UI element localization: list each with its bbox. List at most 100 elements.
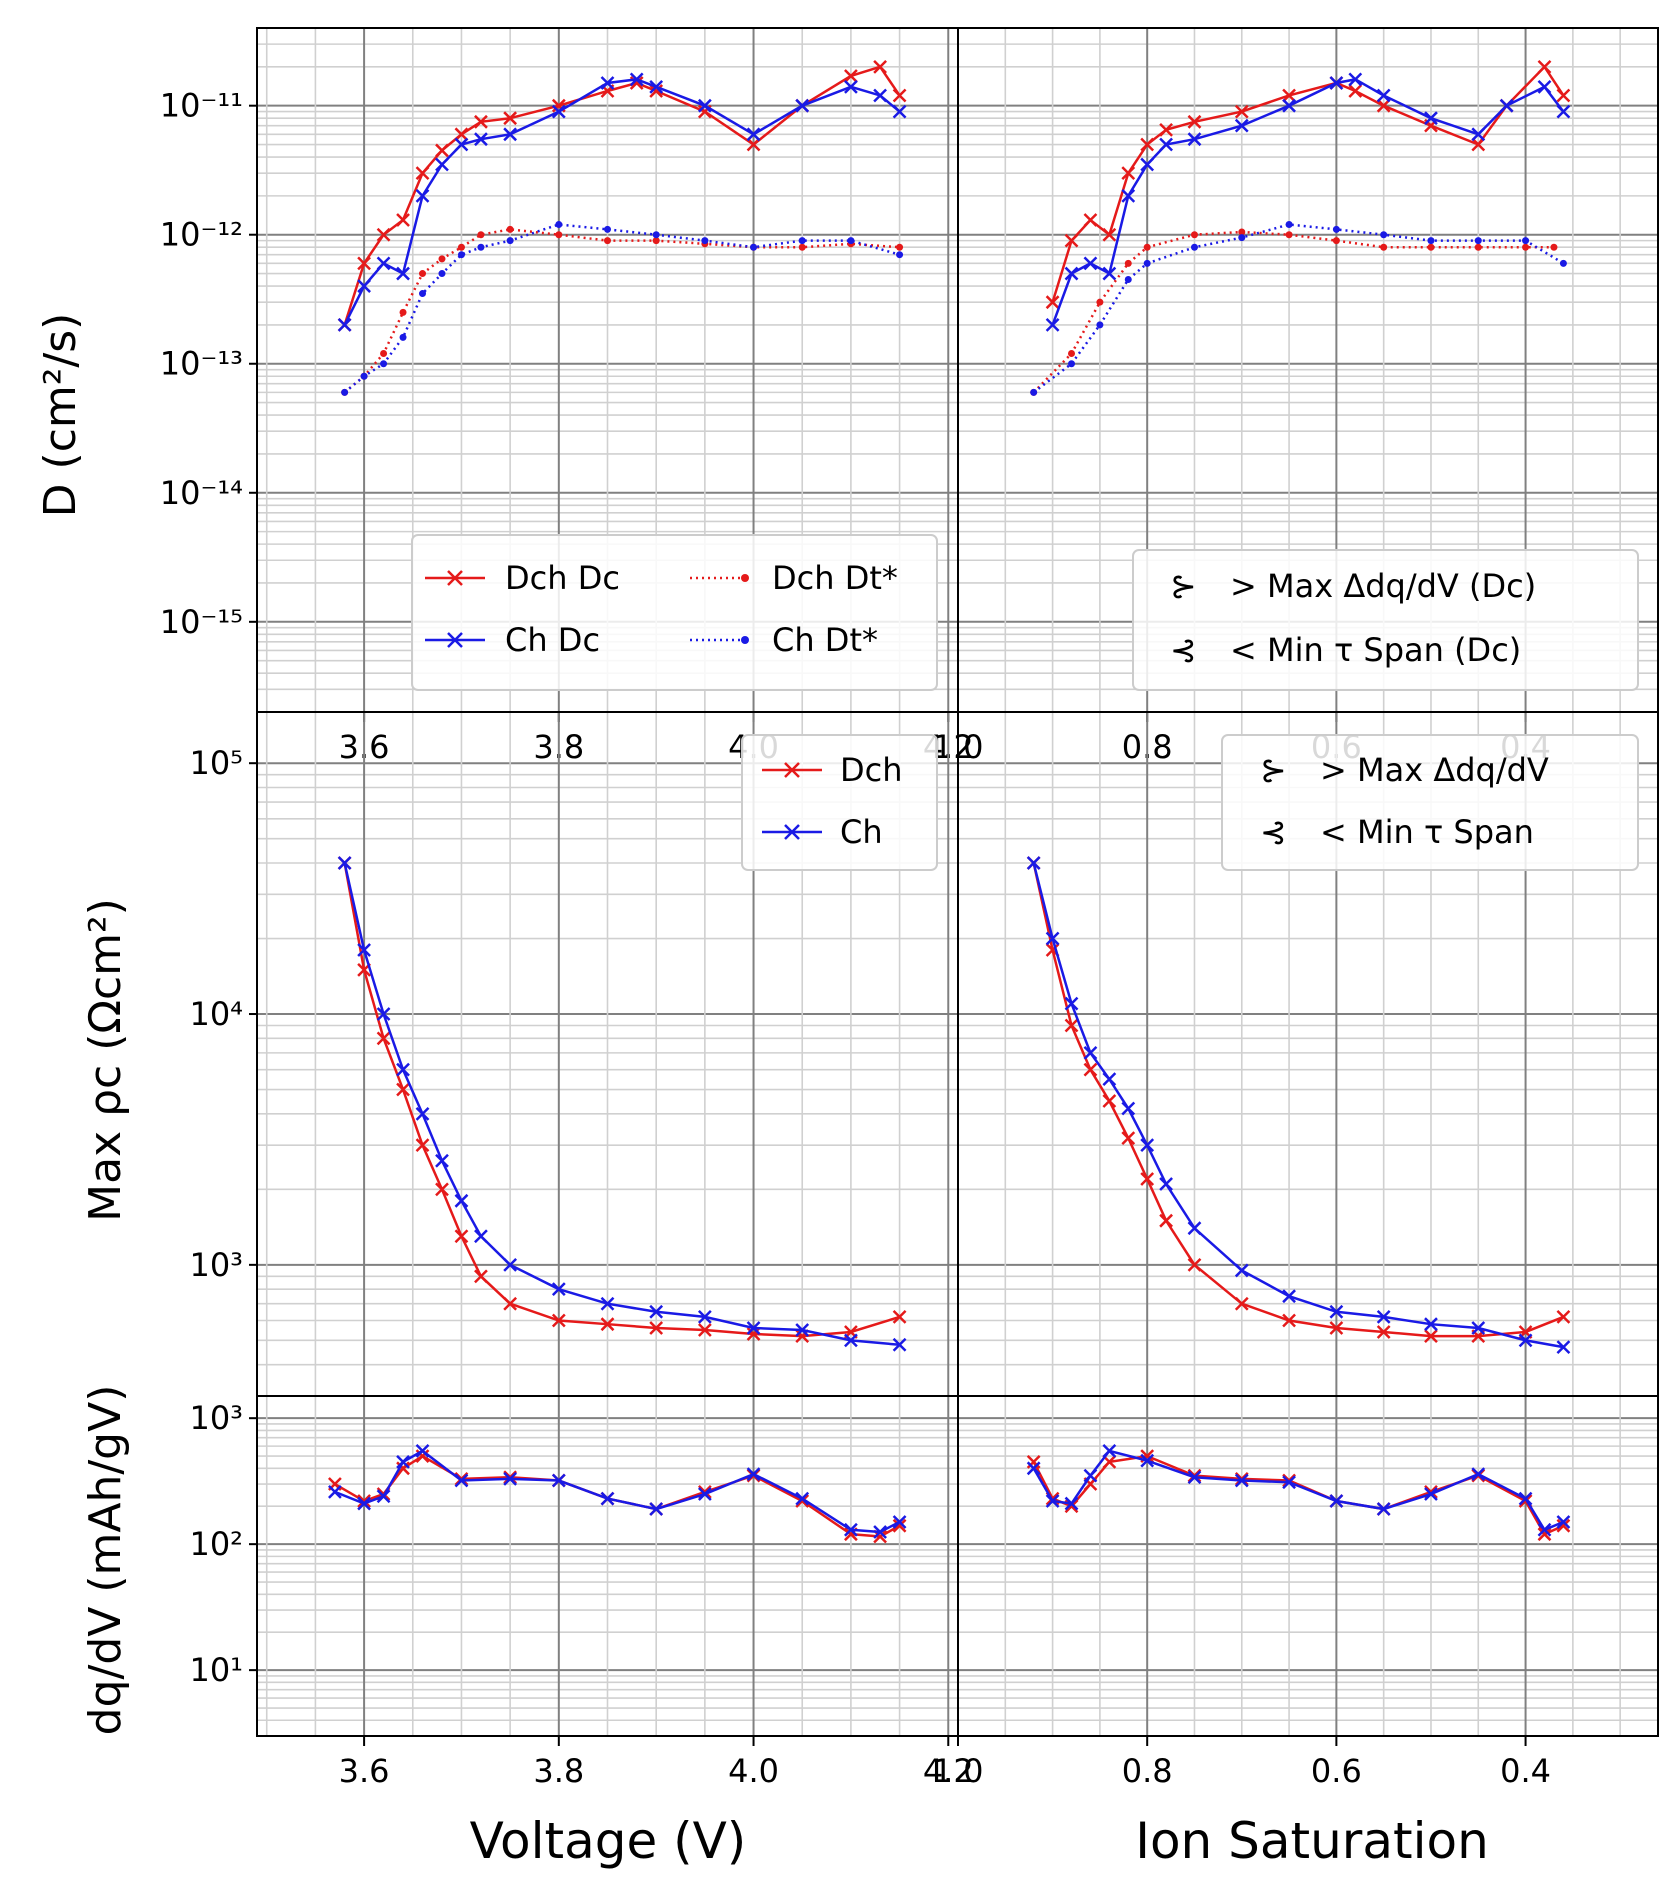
panel-bottom-left: 10³ 10² 10¹ 3.6 3.8 4.0 4.2 <box>189 1395 974 1790</box>
data-point <box>551 1473 566 1488</box>
data-point <box>892 1337 907 1352</box>
x-tick-label: 0.8 <box>1122 1752 1173 1790</box>
data-point <box>555 220 563 228</box>
data-point <box>454 1229 469 1244</box>
data-point <box>1285 220 1293 228</box>
data-point <box>746 1327 761 1341</box>
data-point <box>454 1473 469 1488</box>
data-point <box>1159 122 1173 137</box>
data-point <box>1537 59 1552 74</box>
data-point <box>503 1296 518 1311</box>
data-point <box>396 1454 410 1469</box>
data-point <box>892 1518 907 1533</box>
data-point <box>396 1062 410 1077</box>
data-point <box>1159 137 1173 152</box>
series-line <box>1032 230 1554 394</box>
data-point <box>1329 1304 1344 1319</box>
data-point <box>1424 1487 1438 1501</box>
y-axis-label-d: D (cm²/s) <box>35 313 86 518</box>
data-point <box>1234 104 1249 119</box>
y-tick-label: 10⁵ <box>189 744 243 782</box>
data-point <box>1238 234 1246 242</box>
legend-label: Ch <box>840 813 883 851</box>
x-tick-label: 3.8 <box>533 1752 584 1790</box>
legend-label: > Max Δdq/dV <box>1320 751 1549 789</box>
data-point <box>1026 1461 1041 1476</box>
series-line <box>1032 1454 1564 1536</box>
data-point <box>396 1082 410 1097</box>
data-point <box>435 157 449 172</box>
data-point <box>1376 1502 1391 1516</box>
data-point <box>652 237 660 245</box>
legend-label: Dch Dc <box>505 559 620 597</box>
data-point <box>795 98 810 113</box>
data-point <box>750 243 758 251</box>
data-point <box>1556 1310 1571 1324</box>
legend-label: < Min τ Span (Dc) <box>1230 631 1521 669</box>
series-group <box>337 856 907 1352</box>
data-point <box>701 237 709 245</box>
data-point <box>415 188 430 203</box>
legend-marker: ⊰ <box>1170 631 1197 669</box>
data-point <box>795 1323 810 1337</box>
data-point <box>1424 111 1438 126</box>
data-point <box>1121 188 1136 203</box>
data-point <box>1329 1321 1344 1335</box>
data-point <box>477 243 485 251</box>
data-point <box>376 1031 391 1046</box>
data-point <box>1424 1317 1438 1332</box>
data-point <box>1030 388 1038 396</box>
data-point <box>1332 225 1340 233</box>
data-point <box>1282 1475 1296 1490</box>
panels-layer: 10⁻¹¹ 10⁻¹² 10⁻¹³ 10⁻¹⁴ 10⁻¹⁵ 3.6 3.8 4.0 4.21.0… <box>160 27 1659 1790</box>
y-tick-label: 10³ <box>189 1246 243 1284</box>
data-point <box>600 1491 615 1506</box>
data-point <box>357 256 371 271</box>
data-point <box>1376 98 1391 113</box>
data-point <box>1083 213 1098 227</box>
data-point <box>697 98 712 113</box>
data-point <box>697 1323 712 1337</box>
data-point <box>600 1317 615 1332</box>
data-point <box>551 1313 566 1328</box>
series-group <box>337 59 907 396</box>
legend-label: Ch Dt* <box>772 621 878 659</box>
data-point <box>844 1333 858 1348</box>
data-point <box>1064 233 1079 248</box>
data-point <box>1140 1172 1155 1186</box>
series-group <box>328 1444 907 1544</box>
legend-mid-left: Dch Ch <box>741 734 938 871</box>
y-tick-label: 10³ <box>189 1399 243 1437</box>
y-tick-label: 10⁻¹³ <box>160 345 243 383</box>
data-point <box>415 1138 430 1153</box>
data-point <box>376 256 391 271</box>
data-point <box>438 255 446 263</box>
data-point <box>435 1153 449 1168</box>
data-point <box>1064 1496 1079 1511</box>
data-point <box>1427 237 1435 245</box>
data-point <box>600 76 615 90</box>
data-point <box>1282 98 1296 113</box>
data-point <box>337 318 352 332</box>
data-point <box>1083 1062 1098 1077</box>
data-point <box>844 79 858 94</box>
data-point <box>892 104 907 119</box>
data-point <box>1124 275 1132 283</box>
series-group <box>1026 856 1571 1354</box>
series-group <box>1026 1444 1571 1542</box>
x-tick-label: 1.0 <box>933 1752 984 1790</box>
data-point <box>474 1269 488 1284</box>
series-line <box>1051 78 1565 326</box>
data-point <box>419 270 427 278</box>
data-point <box>555 231 563 239</box>
data-point <box>376 227 391 242</box>
data-point <box>1537 1527 1552 1542</box>
data-point <box>798 237 806 245</box>
data-point <box>1471 1321 1486 1335</box>
legend-marker: ⊱ <box>1170 567 1197 605</box>
data-point <box>844 69 858 83</box>
data-point <box>1121 1101 1136 1116</box>
data-point <box>1187 1257 1202 1272</box>
y-axis-label-max-rho: Max ρc (Ωcm²) <box>80 898 131 1222</box>
data-point <box>1471 127 1486 142</box>
